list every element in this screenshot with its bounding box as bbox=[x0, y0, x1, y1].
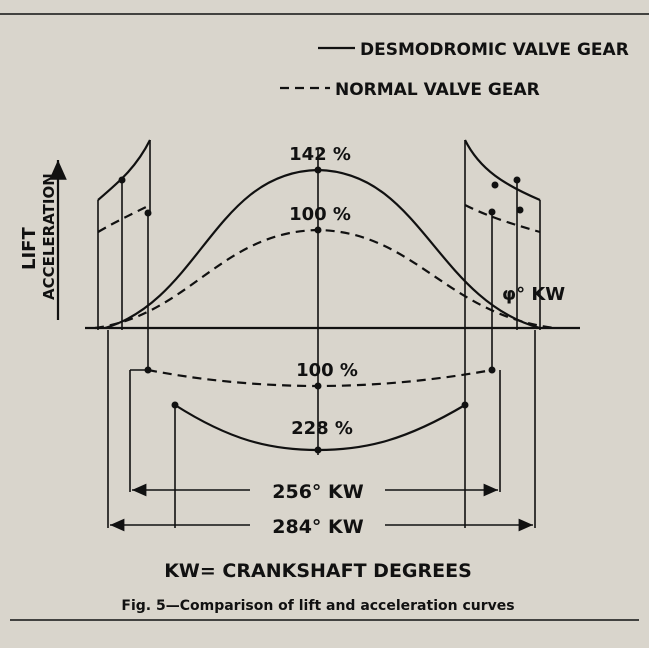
label-100-accel: 100 % bbox=[296, 360, 358, 381]
accel-desmo-right bbox=[464, 139, 541, 202]
accel-normal-right bbox=[464, 204, 541, 234]
label-142: 142 % bbox=[289, 144, 351, 165]
accel-desmo-left bbox=[97, 139, 151, 201]
dim-desmo: 284° KW bbox=[272, 516, 363, 538]
label-100-lift: 100 % bbox=[289, 204, 351, 225]
dim-normal: 256° KW bbox=[272, 481, 363, 503]
y-label-1: LIFT bbox=[19, 227, 40, 270]
lift-desmo bbox=[104, 168, 541, 330]
caption: Fig. 5—Comparison of lift and accelerati… bbox=[121, 598, 514, 614]
y-label-2: ACCELERATION bbox=[40, 173, 58, 300]
legend-dashed: NORMAL VALVE GEAR bbox=[335, 80, 540, 100]
lift-normal bbox=[94, 228, 556, 330]
legend-solid: DESMODROMIC VALVE GEAR bbox=[360, 40, 629, 60]
dots bbox=[118, 166, 524, 454]
label-228: 228 % bbox=[291, 418, 353, 439]
accel-normal-left bbox=[97, 204, 151, 233]
definition: KW= CRANKSHAFT DEGREES bbox=[164, 560, 472, 582]
x-label: φ° KW bbox=[502, 284, 565, 305]
